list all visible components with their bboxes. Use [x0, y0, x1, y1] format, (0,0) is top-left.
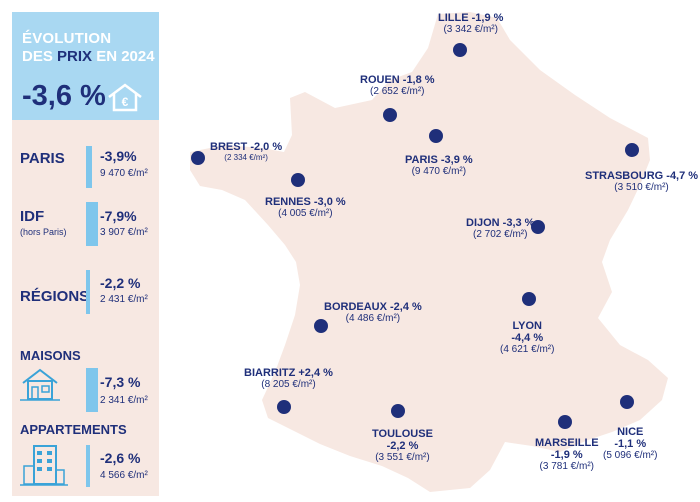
row-label: MAISONS — [20, 348, 81, 363]
city-name: BORDEAUX -2,4 % — [324, 301, 422, 313]
row-price: 3 907 €/m² — [100, 227, 148, 238]
city-marker — [391, 404, 405, 418]
city-marker — [314, 319, 328, 333]
city-marker — [383, 108, 397, 122]
city-marker — [453, 43, 467, 57]
city-name: BREST -2,0 % — [210, 141, 283, 153]
city-price: (4 486 €/m²) — [345, 313, 401, 324]
city-name: PARIS -3,9 % — [405, 154, 473, 166]
city-price: (4 621 €/m²) — [500, 344, 555, 355]
city-price: (3 551 €/m²) — [375, 452, 430, 463]
panel-title-line2: DES PRIX EN 2024 — [22, 48, 155, 65]
city-name: NICE — [617, 426, 644, 438]
city-marker — [531, 220, 545, 234]
city-price: (8 205 €/m²) — [261, 379, 316, 390]
change-bar — [86, 445, 90, 487]
panel-header: ÉVOLUTION DES PRIX EN 2024 -3,6 % € — [12, 12, 159, 120]
france-shape — [190, 12, 668, 492]
city-price: (9 470 €/m²) — [411, 166, 467, 177]
city-bordeaux: BORDEAUX -2,4 % (4 486 €/m²) — [324, 301, 422, 324]
city-change: -2,2 % — [386, 440, 419, 452]
change-bar — [86, 270, 90, 314]
city-rennes: RENNES -3,0 % (4 005 €/m²) — [265, 196, 346, 219]
row-label: PARIS — [20, 150, 65, 167]
change-bar — [86, 202, 98, 246]
city-paris: PARIS -3,9 % (9 470 €/m²) — [405, 154, 473, 177]
city-name: TOULOUSE — [372, 428, 433, 440]
row-price: 9 470 €/m² — [100, 168, 148, 179]
city-change: -4,4 % — [511, 332, 544, 344]
house-icon — [20, 368, 60, 401]
city-marker — [429, 129, 443, 143]
city-price: (2 334 €/m²) — [224, 153, 268, 162]
panel-title-line1: ÉVOLUTION — [22, 30, 112, 47]
city-price: (2 702 €/m²) — [473, 229, 528, 240]
row-price: 2 341 €/m² — [100, 395, 148, 406]
change-bar — [86, 146, 92, 188]
city-name: DIJON -3,3 % — [466, 217, 535, 229]
city-lyon: LYON -4,4 % (4 621 €/m²) — [500, 320, 554, 355]
apartment-building-icon — [20, 445, 68, 486]
city-name: BIARRITZ +2,4 % — [244, 367, 333, 379]
row-change: -7,3 % — [100, 374, 141, 390]
change-bar — [86, 368, 98, 412]
row-change: -3,9% — [100, 148, 137, 164]
city-marker — [191, 151, 205, 165]
city-price: (5 096 €/m²) — [603, 450, 658, 461]
city-name: RENNES -3,0 % — [265, 196, 346, 208]
city-name: LILLE -1,9 % — [438, 12, 504, 24]
row-change: -2,2 % — [100, 275, 141, 291]
city-price: (3 781 €/m²) — [539, 461, 595, 472]
row-change: -2,6 % — [100, 450, 141, 466]
city-marker — [558, 415, 572, 429]
row-change: -7,9% — [100, 208, 137, 224]
city-marseille: MARSEILLE -1,9 % (3 781 €/m²) — [535, 437, 599, 472]
city-price: (3 342 €/m²) — [443, 24, 498, 35]
row-label: IDF — [20, 208, 45, 225]
city-rouen: ROUEN -1,8 % (2 652 €/m²) — [360, 74, 435, 97]
city-lille: LILLE -1,9 % (3 342 €/m²) — [438, 12, 503, 35]
city-marker — [625, 143, 639, 157]
city-marker — [291, 173, 305, 187]
city-marker — [522, 292, 536, 306]
city-name: MARSEILLE — [535, 437, 599, 449]
row-price: 4 566 €/m² — [100, 470, 148, 481]
city-name: ROUEN -1,8 % — [360, 74, 435, 86]
row-sublabel: (hors Paris) — [20, 227, 67, 237]
city-price: (2 652 €/m²) — [370, 86, 425, 97]
city-change: -1,9 % — [550, 449, 583, 461]
city-price: (3 510 €/m²) — [614, 182, 669, 193]
city-price: (4 005 €/m²) — [278, 208, 333, 219]
city-change: -1,1 % — [614, 438, 647, 450]
city-marker — [277, 400, 291, 414]
row-label: RÉGIONS — [20, 288, 90, 305]
city-marker — [620, 395, 634, 409]
overall-change: -3,6 % — [22, 80, 106, 112]
city-dijon: DIJON -3,3 % (2 702 €/m²) — [466, 217, 534, 240]
city-brest: BREST -2,0 % (2 334 €/m²) — [210, 141, 282, 162]
price-summary-panel: ÉVOLUTION DES PRIX EN 2024 -3,6 % € PARI… — [12, 12, 159, 496]
city-strasbourg: STRASBOURG -4,7 % (3 510 €/m²) — [585, 170, 698, 193]
panel-body: PARIS -3,9% 9 470 €/m² IDF (hors Paris) … — [12, 120, 159, 496]
city-toulouse: TOULOUSE -2,2 % (3 551 €/m²) — [372, 428, 433, 463]
city-biarritz: BIARRITZ +2,4 % (8 205 €/m²) — [244, 367, 333, 390]
row-label: APPARTEMENTS — [20, 422, 127, 437]
city-nice: NICE -1,1 % (5 096 €/m²) — [603, 426, 657, 461]
svg-text:€: € — [122, 95, 129, 109]
city-name: STRASBOURG -4,7 % — [585, 170, 699, 182]
row-price: 2 431 €/m² — [100, 294, 148, 305]
city-name: LYON — [512, 320, 542, 332]
house-euro-icon: € — [108, 83, 142, 112]
